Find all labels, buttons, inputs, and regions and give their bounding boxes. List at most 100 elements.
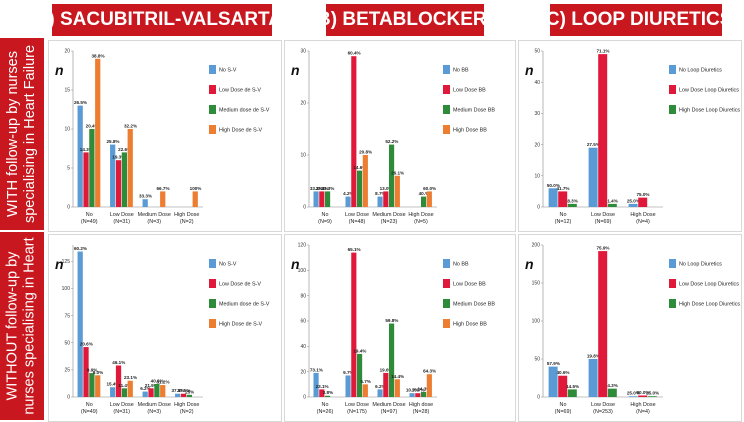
data-label: 46.1%: [112, 360, 125, 365]
legend-swatch: [209, 319, 216, 328]
data-label: 10.7%: [406, 388, 419, 393]
y-tick-label: 50: [534, 49, 540, 55]
bar: [192, 191, 198, 207]
chart-betablockers-with: 0 10 20 30 n 33.3% 4.2% 8.7% 33.3% 60.4% 13.0% 33.3…: [284, 40, 516, 232]
category-label: No: [560, 212, 567, 218]
data-label: 60.0%: [423, 186, 436, 191]
bar: [598, 251, 608, 397]
data-label: 75.0%: [636, 192, 649, 197]
bar: [357, 353, 363, 397]
y-tick-label: 0: [303, 205, 306, 211]
category-label: (N=49): [81, 409, 98, 415]
bar: [110, 144, 116, 207]
category-label: No: [322, 212, 329, 218]
data-label: 25.0%: [627, 198, 640, 203]
header-sacubitril-valsartan: (A) SACUBITRIL-VALSARTAN: [28, 4, 296, 36]
data-label: 40.%: [419, 191, 429, 196]
bar: [83, 347, 89, 397]
legend-label: Low Dose BB: [453, 88, 486, 94]
bar: [175, 393, 181, 397]
bar: [345, 196, 351, 207]
bar: [558, 191, 568, 207]
data-label: 57.9%: [547, 361, 560, 366]
data-label: 14.6%: [353, 165, 366, 170]
data-label: 25%: [185, 389, 194, 394]
legend-swatch: [209, 105, 216, 114]
category-label: (N=28): [413, 409, 430, 415]
row-label-with-line2: specialising in Heart Failure: [22, 44, 39, 224]
data-label: 75.9%: [596, 246, 609, 251]
bar: [121, 388, 127, 397]
legend-swatch: [209, 65, 216, 74]
bar: [362, 155, 368, 207]
data-label: 31.2%: [157, 380, 170, 385]
data-label: 4.2%: [343, 191, 353, 196]
data-label: 19.6%: [380, 367, 393, 372]
data-label: 65.1%: [348, 247, 361, 252]
data-label: 37.5%: [171, 388, 184, 393]
y-tick-label: 0: [67, 395, 70, 401]
legend-swatch: [669, 299, 676, 308]
category-label: (N=2): [180, 219, 194, 225]
data-label: 20.4%: [86, 124, 99, 129]
bar: [588, 359, 598, 397]
data-label: 20.6%: [80, 342, 93, 347]
bar: [394, 379, 400, 397]
legend-swatch: [209, 259, 216, 268]
bar: [421, 391, 427, 397]
data-label: 14.3%: [417, 386, 430, 391]
data-label: 26.5%: [74, 100, 87, 105]
bar: [351, 56, 357, 208]
data-label: 64.3%: [423, 369, 436, 374]
bar: [647, 396, 657, 397]
bar: [628, 203, 638, 207]
bar: [638, 395, 648, 397]
legend-label: No BB: [453, 262, 469, 268]
data-label: 5.7%: [360, 379, 370, 384]
bar: [548, 366, 558, 397]
category-label: Low Dose: [345, 212, 369, 218]
category-label: High Dose: [174, 402, 199, 408]
data-label: 40.6%: [151, 378, 164, 383]
y-tick-label: 40: [534, 80, 540, 86]
category-label: (N=97): [381, 409, 398, 415]
bar: [567, 203, 577, 207]
bar: [319, 191, 325, 207]
data-label: 9.9%: [87, 368, 97, 373]
bar: [160, 191, 166, 207]
y-axis-label: n: [55, 256, 64, 272]
chart-svg-c-without: 0 50 100 150 200 n 57.9% 19.8% 25.0% 40.6% 75.9% 50…: [525, 243, 740, 415]
legend-swatch: [209, 279, 216, 288]
legend-swatch: [443, 259, 450, 268]
y-tick-label: 120: [298, 243, 307, 249]
legend-label: No BB: [453, 68, 469, 74]
data-label: 52.2%: [385, 139, 398, 144]
category-label: High Dose: [630, 402, 655, 408]
category-label: (N=253): [593, 409, 613, 415]
category-label: No: [560, 402, 567, 408]
bar: [142, 199, 148, 207]
data-label: 41.7%: [556, 186, 569, 191]
data-label: 1.4%: [607, 198, 617, 203]
y-tick-label: 50: [64, 340, 70, 346]
category-label: (N=48): [349, 219, 366, 225]
data-label: 9.7%: [343, 370, 353, 375]
bar: [628, 396, 638, 397]
bar: [180, 393, 187, 397]
bar: [127, 129, 133, 207]
category-label: High dose: [409, 402, 433, 408]
legend-swatch: [669, 279, 676, 288]
row-label-with: WITH follow-up by nurses specialising in …: [0, 38, 44, 230]
row-label-with-line1: WITH follow-up by nurses: [5, 51, 22, 218]
bar: [607, 203, 617, 207]
bar: [394, 175, 400, 207]
bar: [383, 191, 389, 207]
chart-sacubitril-without: 0 25 50 75 100 125 n 60.2% 15.4% 6.2% 37.5% 20.6% 46…: [48, 234, 282, 422]
bar: [319, 389, 325, 397]
y-tick-label: 75: [64, 313, 70, 319]
legend-swatch: [669, 65, 676, 74]
legend-swatch: [443, 279, 450, 288]
data-label: 3.8%: [323, 390, 333, 395]
category-label: Medium Dose: [372, 402, 405, 408]
